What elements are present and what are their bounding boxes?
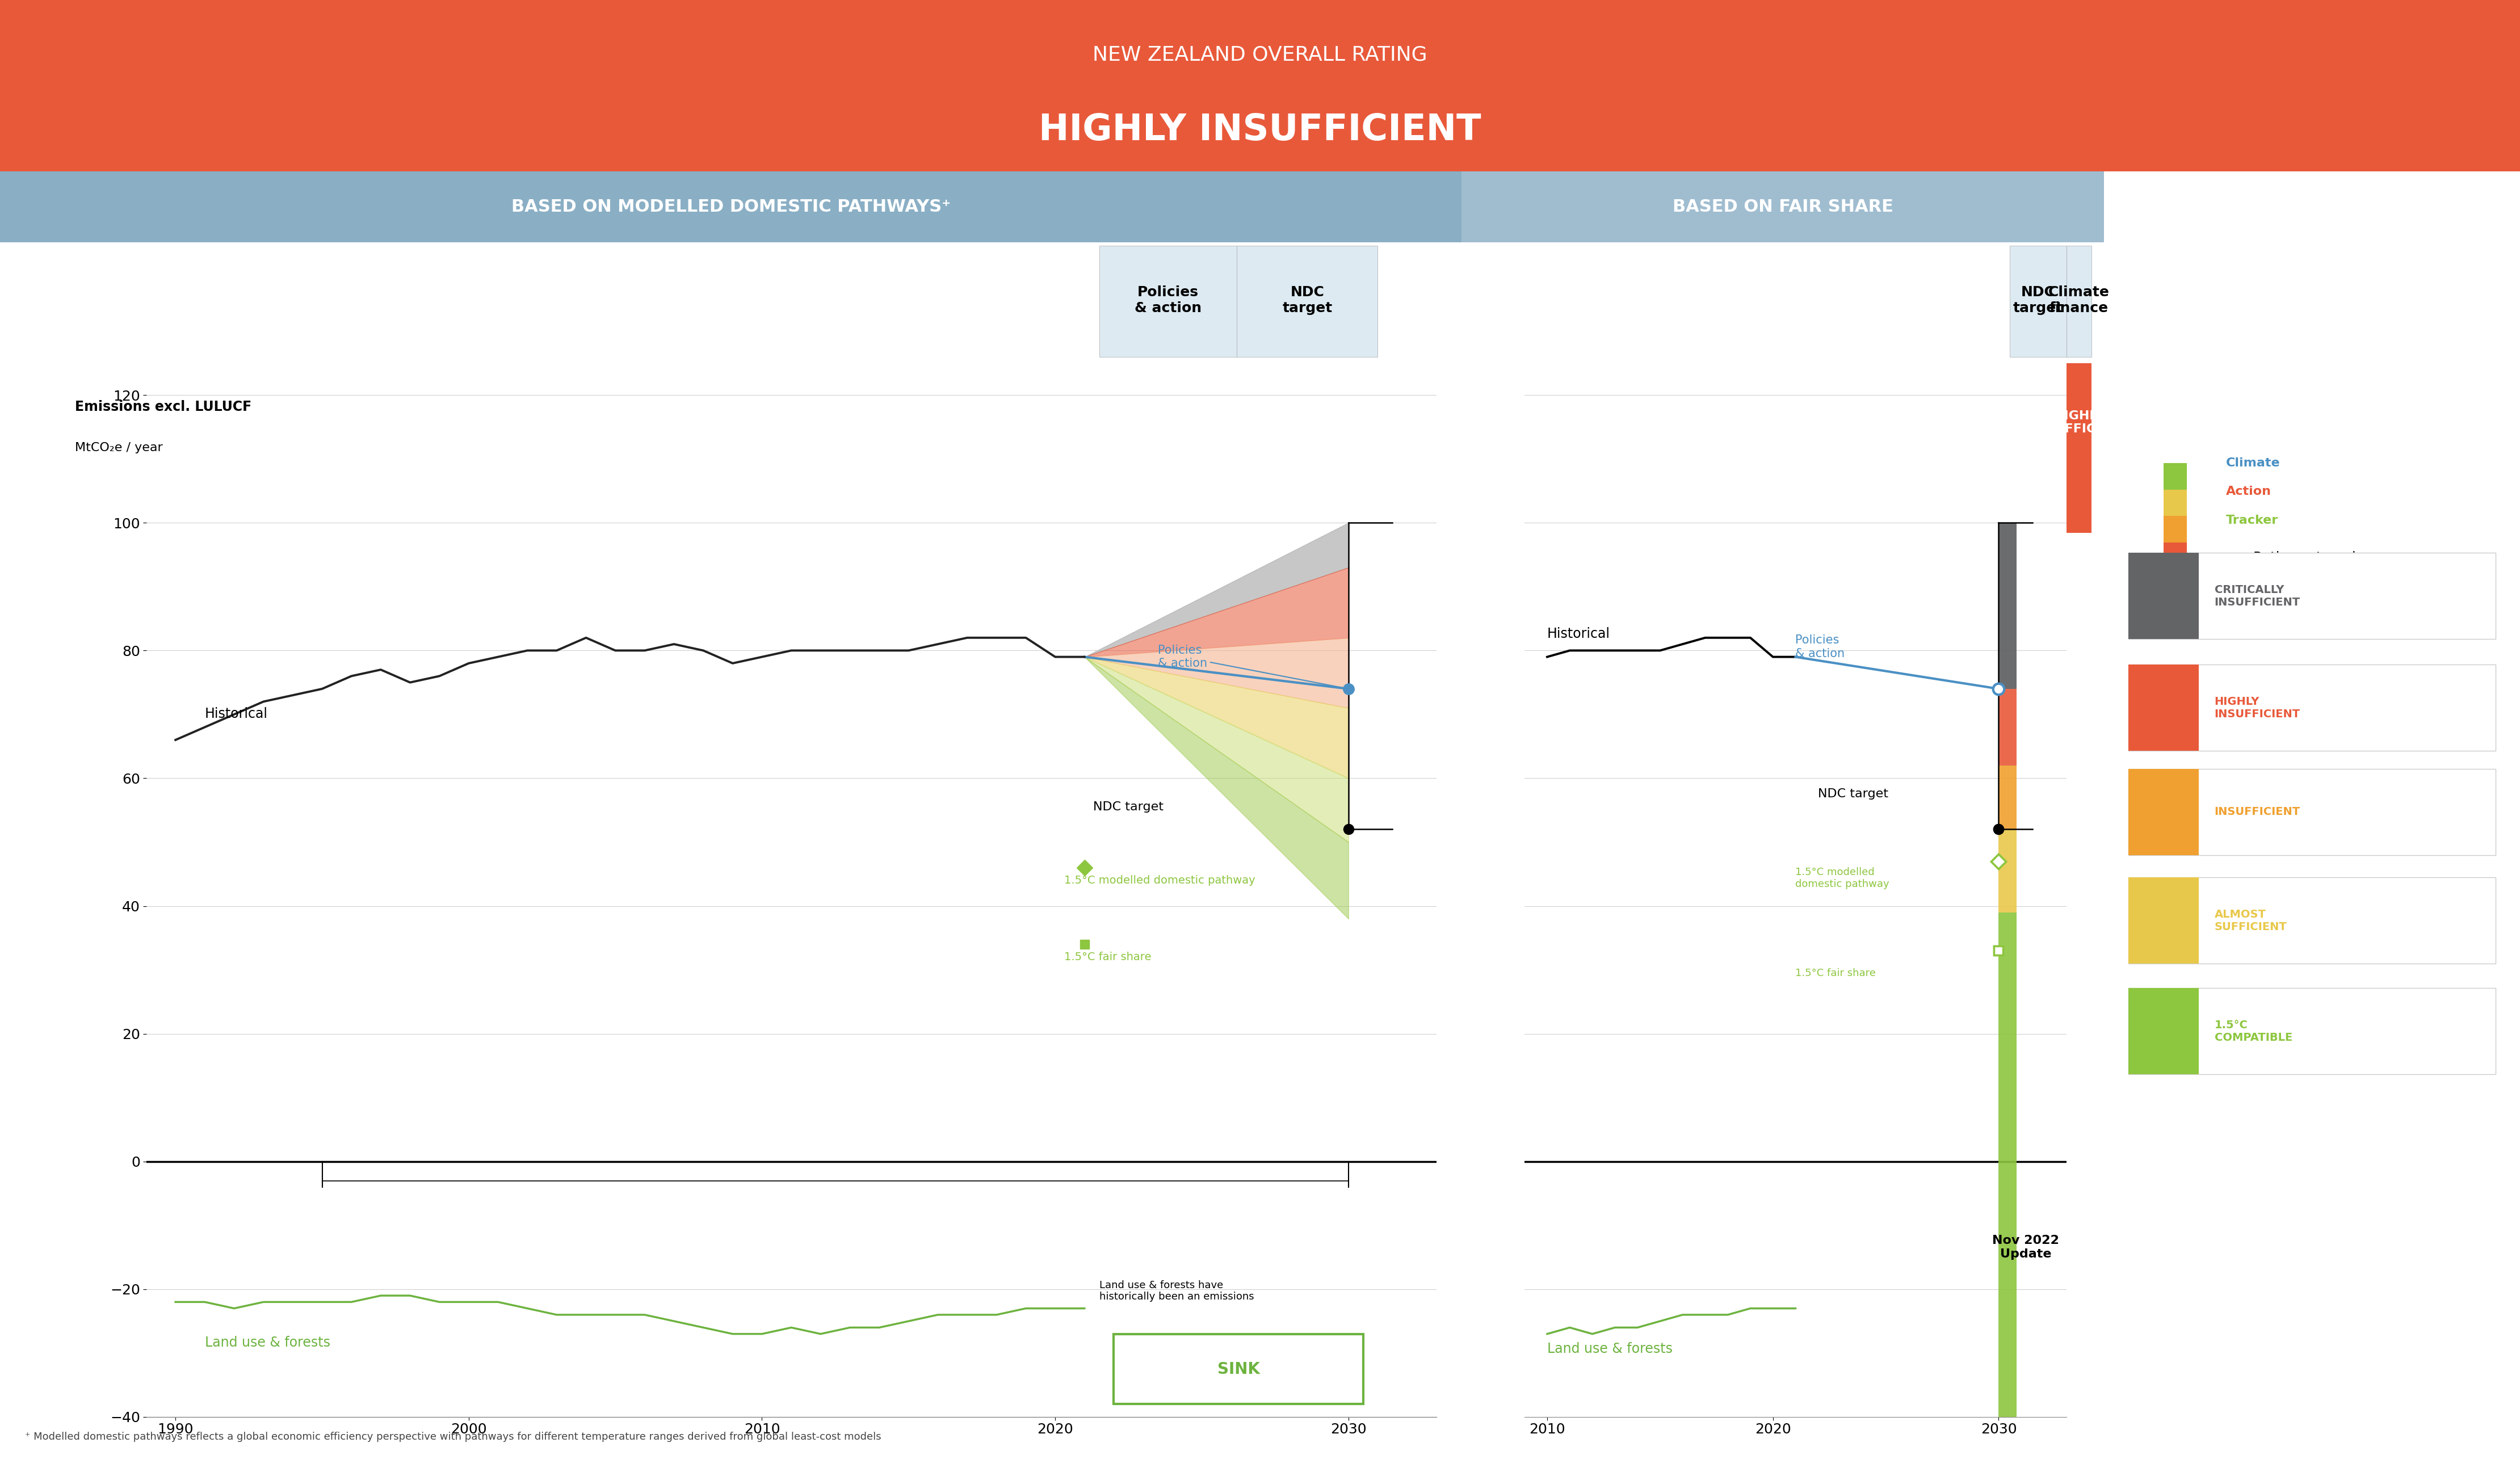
Text: Land use & forests: Land use & forests	[204, 1336, 330, 1349]
Text: NDC
target: NDC target	[1283, 285, 1333, 314]
Text: Land use & forests have
historically been an emissions: Land use & forests have historically bee…	[1099, 1280, 1255, 1302]
Text: BASED ON FAIR SHARE: BASED ON FAIR SHARE	[1673, 198, 1893, 215]
Bar	[2165, 490, 2187, 517]
Bar	[2011, 245, 2066, 357]
Text: 1.5°C fair share: 1.5°C fair share	[1794, 968, 1875, 979]
Text: Historical: Historical	[1547, 627, 1610, 641]
Bar	[1998, 766, 2016, 830]
Bar	[1462, 171, 2104, 242]
Bar	[2165, 463, 2187, 490]
Text: NDC
target: NDC target	[2013, 285, 2064, 314]
Text: HIGHLY
INSUFFICIENT: HIGHLY INSUFFICIENT	[1119, 410, 1217, 435]
Bar	[2165, 517, 2187, 542]
Bar	[1998, 830, 2016, 912]
Bar	[1998, 523, 2016, 689]
Bar	[2165, 568, 2187, 595]
Text: Rating categories: Rating categories	[2253, 551, 2371, 565]
Text: INSUFFICIENT
< 3°C World: INSUFFICIENT < 3°C World	[1988, 410, 2087, 435]
Text: ⁺ Modelled domestic pathways reflects a global economic efficiency perspective w: ⁺ Modelled domestic pathways reflects a …	[25, 1432, 882, 1442]
Text: BASED ON MODELLED DOMESTIC PATHWAYS⁺: BASED ON MODELLED DOMESTIC PATHWAYS⁺	[512, 198, 950, 215]
Bar	[2129, 877, 2200, 964]
Bar	[1237, 245, 1378, 357]
Bar	[1114, 1334, 1363, 1404]
Bar	[2129, 769, 2200, 855]
Text: < 4°C World: < 4°C World	[1129, 496, 1207, 508]
Bar	[1998, 689, 2016, 766]
Bar	[1998, 912, 2016, 1417]
Text: Climate
finance: Climate finance	[2049, 285, 2109, 314]
Text: 1.5°C
COMPATIBLE: 1.5°C COMPATIBLE	[2215, 1020, 2293, 1044]
Bar	[2129, 664, 2495, 751]
Bar	[1459, 363, 1464, 1417]
Text: CRITICALLY
INSUFFICIENT: CRITICALLY INSUFFICIENT	[2215, 584, 2301, 608]
Bar	[2066, 245, 2092, 357]
Bar	[2129, 554, 2495, 639]
Text: Action: Action	[2225, 486, 2271, 497]
Bar	[2129, 877, 2495, 964]
Text: INSUFFICIENT: INSUFFICIENT	[2215, 807, 2301, 818]
Text: Policies
& action: Policies & action	[1134, 285, 1202, 314]
Text: HIGHLY
INSUFFICIENT: HIGHLY INSUFFICIENT	[2215, 697, 2301, 719]
Bar	[0, 171, 1462, 242]
Bar	[1099, 245, 1237, 357]
Text: 1.5°C modelled
domestic pathway: 1.5°C modelled domestic pathway	[1794, 866, 1890, 889]
Bar	[2129, 769, 2495, 855]
Text: Climate: Climate	[2225, 458, 2281, 469]
Text: ALMOST
SUFFICIENT: ALMOST SUFFICIENT	[1265, 410, 1348, 435]
Bar	[2129, 987, 2495, 1075]
Text: Tracker: Tracker	[2225, 515, 2278, 525]
Text: ALMOST
SUFFICIENT: ALMOST SUFFICIENT	[2215, 909, 2288, 933]
Text: HIGHLY
INSUFFICIENT: HIGHLY INSUFFICIENT	[2031, 410, 2127, 435]
Text: < 2°C World: < 2°C World	[1268, 496, 1348, 508]
Text: Nov 2022
Update: Nov 2022 Update	[1993, 1235, 2059, 1259]
Text: NDC target: NDC target	[1094, 801, 1164, 812]
Text: 1.5°C modelled domestic pathway: 1.5°C modelled domestic pathway	[1063, 875, 1255, 886]
Text: Emissions excl. LULUCF: Emissions excl. LULUCF	[76, 400, 252, 413]
Text: Land use & forests: Land use & forests	[1547, 1342, 1673, 1356]
Text: Historical: Historical	[204, 707, 267, 720]
Bar	[2165, 542, 2187, 568]
Text: HIGHLY INSUFFICIENT: HIGHLY INSUFFICIENT	[1038, 112, 1482, 148]
Bar	[2129, 987, 2200, 1075]
Text: MtCO₂e / year: MtCO₂e / year	[76, 443, 164, 453]
Bar	[2129, 664, 2200, 751]
Text: NDC target: NDC target	[1817, 788, 1887, 800]
Text: 1.5°C fair share: 1.5°C fair share	[1063, 952, 1152, 962]
Text: NEW ZEALAND OVERALL RATING: NEW ZEALAND OVERALL RATING	[1094, 46, 1426, 65]
Text: Policies
& action: Policies & action	[1794, 635, 1845, 660]
Bar	[2129, 554, 2200, 639]
Text: SINK: SINK	[1217, 1361, 1260, 1377]
Text: Policies
& action: Policies & action	[1157, 645, 1346, 688]
